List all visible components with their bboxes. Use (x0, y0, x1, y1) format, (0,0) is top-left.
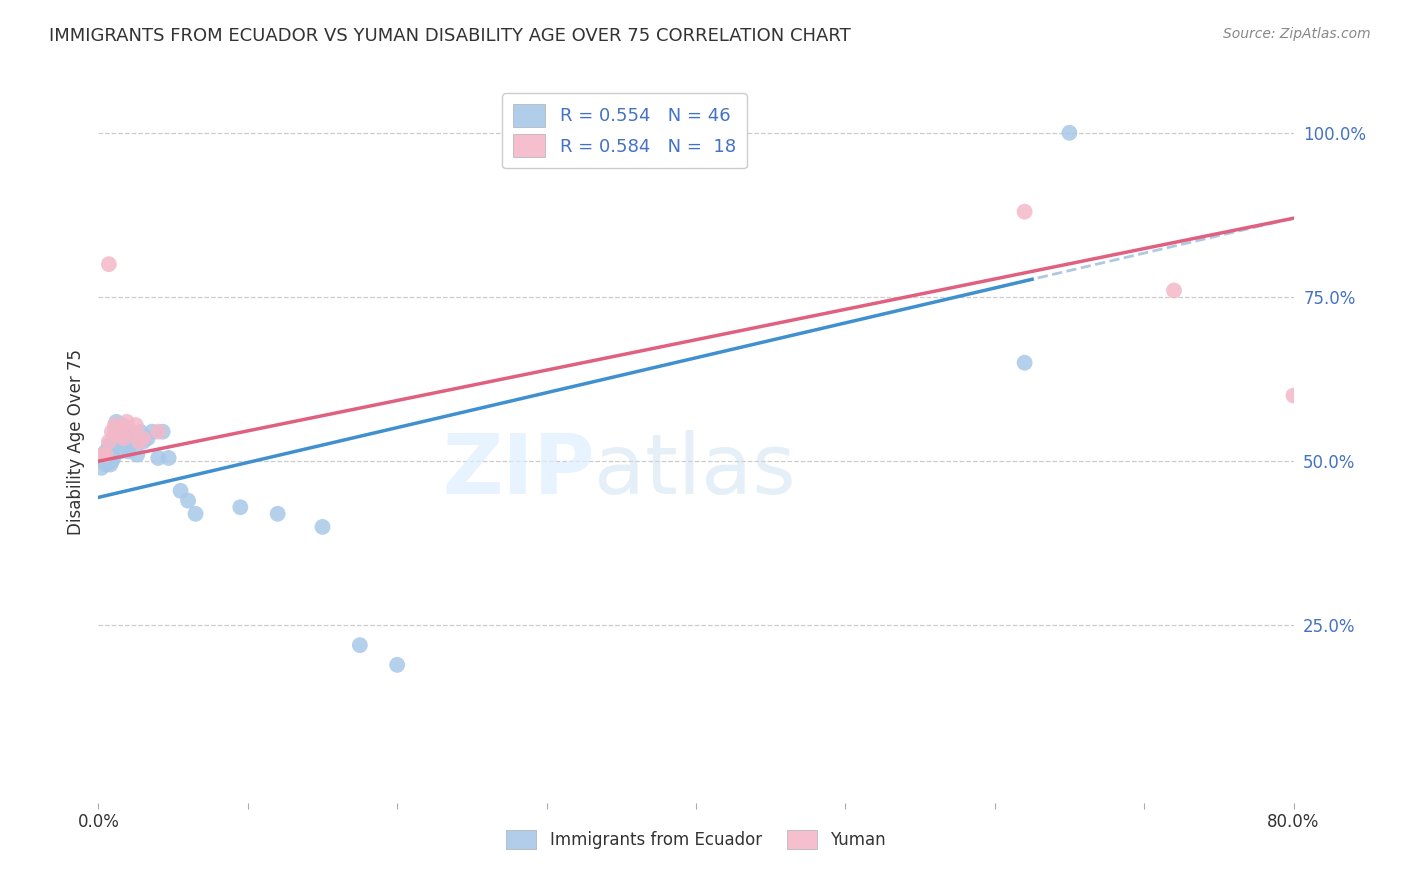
Point (110, 444, 132, 458)
Point (128, 434, 150, 449)
Legend: Immigrants from Ecuador, Yuman: Immigrants from Ecuador, Yuman (499, 823, 893, 856)
Point (97, 450, 120, 465)
Point (136, 431, 159, 445)
Text: Source: ZipAtlas.com: Source: ZipAtlas.com (1223, 27, 1371, 41)
Point (267, 507, 290, 521)
Point (141, 425, 163, 439)
Point (104, 425, 127, 439)
Point (112, 425, 135, 439)
Point (152, 425, 174, 439)
Point (148, 425, 170, 439)
Point (385, 657, 409, 672)
Point (1014, 204, 1036, 219)
Point (91, 450, 114, 465)
Point (90, 460, 112, 475)
Point (132, 434, 155, 449)
Point (91, 448, 114, 462)
Point (101, 425, 124, 439)
Point (96, 448, 118, 462)
Point (101, 454, 124, 468)
Point (101, 448, 124, 462)
Point (115, 415, 138, 429)
Point (132, 431, 155, 445)
Point (125, 418, 148, 433)
Point (115, 438, 138, 452)
Point (1282, 388, 1305, 402)
Point (94, 444, 117, 458)
Point (129, 425, 152, 439)
Point (117, 444, 139, 458)
Point (97, 438, 120, 452)
Text: ZIP: ZIP (441, 430, 595, 511)
Point (1059, 126, 1081, 140)
Point (105, 415, 128, 429)
Point (1163, 284, 1185, 298)
Point (112, 431, 135, 445)
Text: IMMIGRANTS FROM ECUADOR VS YUMAN DISABILITY AGE OVER 75 CORRELATION CHART: IMMIGRANTS FROM ECUADOR VS YUMAN DISABIL… (49, 27, 851, 45)
Point (110, 421, 132, 435)
Point (94, 458, 117, 472)
Point (104, 418, 127, 433)
Point (103, 434, 125, 449)
Point (94, 448, 117, 462)
Point (97, 257, 120, 271)
Point (108, 434, 131, 449)
Text: atlas: atlas (595, 430, 796, 511)
Point (127, 448, 149, 462)
Point (105, 438, 128, 452)
Point (124, 434, 146, 449)
Point (349, 638, 371, 652)
Point (96, 454, 118, 468)
Point (148, 450, 170, 465)
Point (177, 493, 200, 508)
Point (184, 507, 207, 521)
Point (229, 500, 252, 515)
Point (157, 450, 180, 465)
Point (169, 483, 191, 498)
Point (311, 520, 333, 534)
Point (98, 441, 122, 455)
Point (120, 425, 142, 439)
Point (111, 418, 134, 433)
Point (93, 454, 115, 468)
Point (120, 425, 142, 439)
Point (114, 431, 136, 445)
Point (103, 450, 125, 465)
Y-axis label: Disability Age Over 75: Disability Age Over 75 (66, 349, 84, 534)
Point (107, 428, 129, 442)
Point (107, 428, 129, 442)
Point (98, 458, 122, 472)
Point (97, 434, 120, 449)
Point (1014, 356, 1036, 370)
